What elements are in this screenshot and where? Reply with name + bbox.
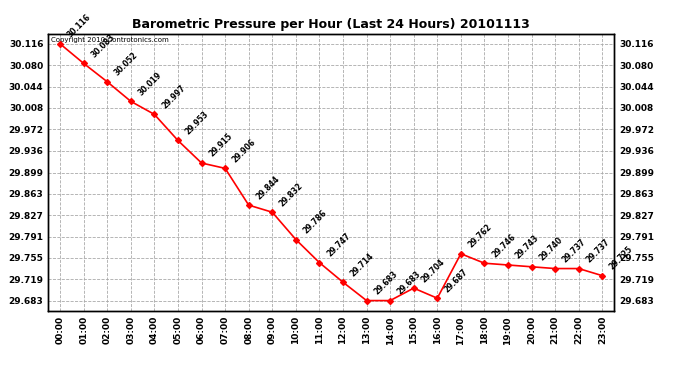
- Text: 29.740: 29.740: [537, 236, 564, 262]
- Text: 29.953: 29.953: [184, 110, 210, 136]
- Text: 29.704: 29.704: [420, 257, 446, 284]
- Text: Copyright 2010 Controtonics.com: Copyright 2010 Controtonics.com: [51, 36, 169, 42]
- Text: 30.083: 30.083: [89, 32, 116, 59]
- Text: 29.997: 29.997: [160, 83, 187, 110]
- Text: 29.915: 29.915: [207, 132, 234, 159]
- Text: 30.116: 30.116: [66, 13, 92, 40]
- Text: 29.683: 29.683: [372, 269, 399, 296]
- Text: 29.747: 29.747: [325, 231, 352, 258]
- Text: 29.762: 29.762: [466, 222, 493, 250]
- Text: 29.737: 29.737: [561, 237, 588, 264]
- Text: 29.683: 29.683: [395, 269, 423, 296]
- Text: 29.725: 29.725: [608, 244, 635, 272]
- Text: 29.844: 29.844: [254, 174, 282, 201]
- Text: 29.786: 29.786: [302, 208, 328, 236]
- Text: 29.906: 29.906: [230, 137, 257, 164]
- Text: 29.687: 29.687: [443, 267, 470, 294]
- Text: 29.746: 29.746: [490, 232, 517, 259]
- Text: 29.743: 29.743: [513, 234, 540, 261]
- Text: 29.714: 29.714: [348, 251, 375, 278]
- Title: Barometric Pressure per Hour (Last 24 Hours) 20101113: Barometric Pressure per Hour (Last 24 Ho…: [132, 18, 530, 31]
- Text: 30.019: 30.019: [137, 70, 164, 97]
- Text: 30.052: 30.052: [112, 51, 139, 78]
- Text: 29.832: 29.832: [278, 181, 305, 208]
- Text: 29.737: 29.737: [584, 237, 611, 264]
